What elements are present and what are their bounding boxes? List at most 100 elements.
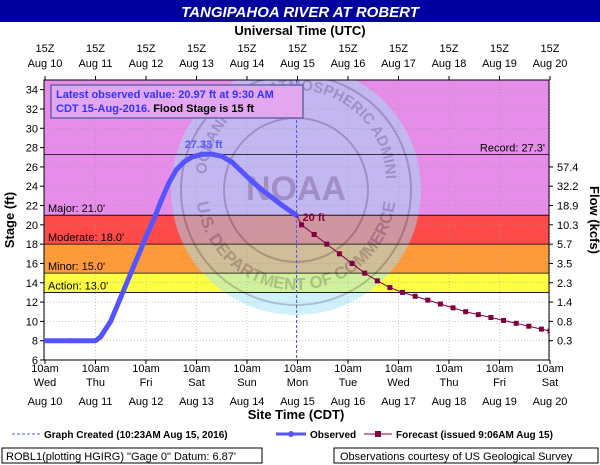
legend: Graph Created (10:23AM Aug 15, 2016) Obs…	[12, 430, 553, 441]
legend-created-label: Graph Created (10:23AM Aug 15, 2016)	[44, 430, 228, 441]
y-tick-label: 30	[26, 123, 38, 135]
y2-tick-label: 0.8	[557, 316, 572, 328]
bottom-tick-day: Thu	[86, 377, 105, 389]
forecast-point	[311, 231, 317, 237]
top-tick-date: Aug 18	[432, 58, 467, 70]
top-axis-title: Universal Time (UTC)	[234, 23, 365, 38]
bottom-tick-date: Aug 18	[432, 396, 467, 408]
y-axis-title: Stage (ft)	[2, 192, 17, 248]
observed-point	[128, 270, 134, 276]
forecast-point	[425, 297, 431, 303]
bottom-tick-time: 10am	[284, 363, 312, 375]
top-tick-date: Aug 17	[381, 58, 416, 70]
forecast-point	[400, 289, 406, 295]
observed-point	[229, 159, 235, 165]
observed-point	[249, 178, 255, 184]
footer-datum: ROBL1(plotting HGIRG) "Gage 0" Datum: 6.…	[6, 451, 236, 463]
plot-frame	[43, 79, 550, 361]
top-tick-zulu: 15Z	[389, 43, 408, 55]
observed-point	[239, 169, 245, 175]
info-line-1: Latest observed value: 20.97 ft at 9:30 …	[56, 89, 274, 101]
forecast-point	[299, 222, 305, 228]
bottom-tick-date: Aug 16	[331, 396, 366, 408]
footer-right-box	[333, 447, 599, 464]
y-tick-label: 28	[26, 143, 38, 155]
top-tick-zulu: 15Z	[541, 43, 560, 55]
observed-point	[93, 338, 98, 344]
observed-point	[151, 217, 157, 223]
y2-tick-label: 2.3	[557, 278, 572, 290]
y-tick-label: 10	[26, 316, 38, 328]
legend-forecast-marker	[375, 431, 381, 437]
peak-label: 27.33 ft	[185, 139, 223, 151]
y-tick-label: 12	[26, 297, 38, 309]
y-tick-label: 34	[26, 85, 38, 97]
bottom-tick-day: Sun	[237, 377, 257, 389]
bottom-tick-day: Mon	[287, 377, 308, 389]
bottom-axis-title: Site Time (CDT)	[248, 407, 345, 422]
bottom-tick-day: Fri	[140, 377, 153, 389]
observed-point	[173, 167, 179, 173]
observed-point	[98, 334, 104, 340]
top-tick-date: Aug 20	[533, 58, 568, 70]
bottom-tick-date: Aug 11	[78, 396, 112, 408]
top-tick-zulu: 15Z	[490, 43, 509, 55]
top-tick-date: Aug 13	[179, 58, 214, 70]
bottom-tick-date: Aug 15	[280, 396, 315, 408]
forecast-point	[547, 328, 549, 334]
chart-title: TANGIPAHOA RIVER AT ROBERT	[181, 4, 421, 21]
bottom-tick-day: Tue	[339, 377, 358, 389]
band-minor	[44, 244, 549, 274]
y2-tick-label: 5.7	[557, 239, 572, 251]
latest-value-box: Latest observed value: 20.97 ft at 9:30 …	[50, 84, 304, 119]
y2-tick-label: 57.4	[557, 162, 578, 174]
y2-tick-label: 3.5	[557, 258, 572, 270]
y-tick-label: 18	[26, 239, 38, 251]
bottom-tick-time: 10am	[536, 363, 564, 375]
forecast-point	[538, 326, 544, 332]
forecast-point	[374, 278, 380, 284]
observed-point	[158, 198, 164, 204]
top-tick-date: Aug 12	[129, 58, 164, 70]
record-label: Record: 27.3'	[480, 142, 545, 154]
bottom-tick-date: Aug 19	[482, 396, 517, 408]
y2-tick-label: 18.9	[557, 201, 578, 213]
threshold-label-moderate: Moderate: 18.0'	[48, 232, 124, 244]
forecast-point	[475, 312, 481, 318]
bottom-tick-day: Fri	[493, 377, 506, 389]
bottom-tick-day: Thu	[440, 377, 459, 389]
forecast-point	[387, 285, 393, 291]
y-tick-label: 6	[32, 355, 38, 367]
title-banner	[0, 0, 600, 22]
forecast-point	[513, 320, 519, 326]
top-tick-date: Aug 11	[78, 58, 112, 70]
forecast-point	[488, 315, 494, 321]
forecast-point	[526, 323, 532, 329]
bottom-tick-day: Wed	[34, 377, 56, 389]
y2-tick-label: 32.2	[557, 181, 578, 193]
top-tick-date: Aug 19	[482, 58, 517, 70]
forecast-point	[437, 301, 443, 307]
forecast-series-line	[296, 215, 549, 332]
observed-point	[219, 153, 225, 159]
forecast-point	[362, 270, 368, 276]
bottom-tick-date: Aug 20	[533, 396, 568, 408]
info-line-2: CDT 15-Aug-2016. Flood Stage is 15 ft	[56, 103, 254, 115]
observed-point	[199, 151, 205, 157]
bottom-tick-time: 10am	[435, 363, 463, 375]
observed-point	[166, 180, 172, 186]
info-line-2-flood: Flood Stage is 15 ft	[150, 103, 254, 115]
bottom-tick-time: 10am	[385, 363, 413, 375]
threshold-label-minor: Minor: 15.0'	[48, 261, 105, 273]
bottom-tick-time: 10am	[132, 363, 160, 375]
y-tick-label: 16	[26, 258, 38, 270]
y2-tick-label: 0.3	[557, 336, 572, 348]
observed-point	[118, 294, 124, 300]
y-tick-label: 26	[26, 162, 38, 174]
footer-left-box	[1, 447, 263, 464]
top-tick-zulu: 15Z	[238, 43, 257, 55]
top-tick-zulu: 15Z	[339, 43, 358, 55]
top-tick-zulu: 15Z	[36, 43, 55, 55]
info-box-frame	[50, 84, 304, 119]
y-tick-label: 20	[26, 220, 38, 232]
